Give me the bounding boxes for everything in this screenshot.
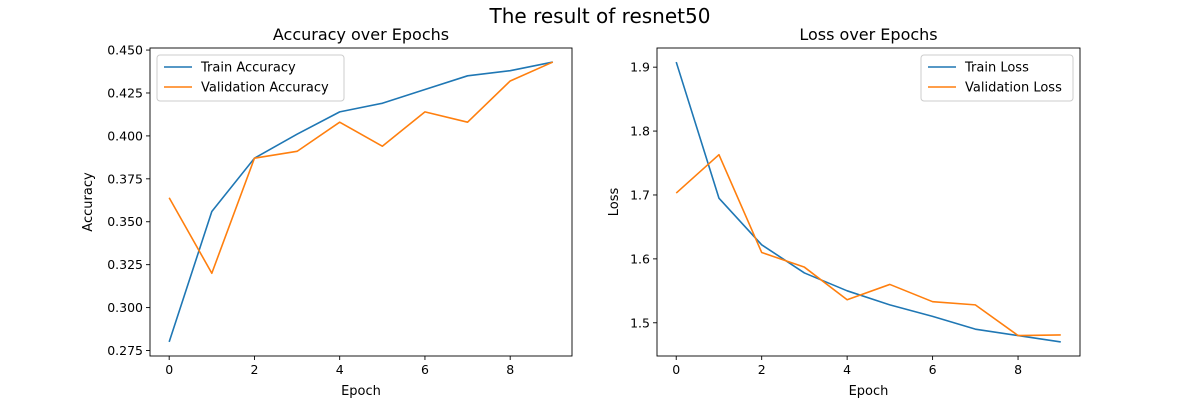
x-tick-label: 4 xyxy=(336,362,344,377)
y-tick-label: 1.9 xyxy=(630,60,650,75)
series-line xyxy=(168,61,554,275)
plot-frame xyxy=(149,47,573,357)
x-tick-label: 0 xyxy=(165,362,173,377)
x-tick-label: 0 xyxy=(672,362,680,377)
y-tick-label: 0.450 xyxy=(107,43,143,58)
y-tick-label: 0.350 xyxy=(107,214,143,229)
x-tick-label: 8 xyxy=(506,362,514,377)
y-axis-label: Loss xyxy=(607,188,622,217)
legend: Train Accuracy Validation Accuracy xyxy=(156,54,345,102)
y-tick-label: 0.400 xyxy=(107,128,143,143)
series-line xyxy=(168,61,553,343)
y-tick-label: 0.425 xyxy=(107,85,143,100)
x-axis-label: Epoch xyxy=(341,384,381,399)
x-axis-label: Epoch xyxy=(849,384,889,399)
y-tick-label: 1.8 xyxy=(630,124,650,139)
loss-plot: 0 2 4 6 8 1.5 1.6 1.7 1.8 1.9 Loss over Epochs Epoc… xyxy=(607,25,1081,399)
legend-label: Train Accuracy xyxy=(200,61,296,76)
series-line xyxy=(675,61,1061,343)
legend-box xyxy=(156,54,345,102)
legend-box xyxy=(920,54,1074,102)
x-tick-label: 6 xyxy=(929,362,937,377)
plot-title: Accuracy over Epochs xyxy=(273,25,449,44)
plot-title: Loss over Epochs xyxy=(799,25,937,44)
legend: Train Loss Validation Loss xyxy=(920,54,1074,102)
y-tick-label: 0.375 xyxy=(107,171,143,186)
figure-suptitle: The result of resnet50 xyxy=(489,4,711,28)
y-tick-label: 0.325 xyxy=(107,257,143,272)
legend-label: Validation Loss xyxy=(965,81,1062,96)
accuracy-plot: 0 2 4 6 8 0.275 0.300 0.325 0.350 0.375 0.400 0.425… xyxy=(81,25,573,399)
x-tick-label: 8 xyxy=(1014,362,1022,377)
legend-label: Train Loss xyxy=(964,61,1029,76)
y-tick-label: 1.5 xyxy=(630,315,650,330)
series-line xyxy=(675,153,1061,337)
y-tick-label: 1.7 xyxy=(630,187,650,202)
y-axis-label: Accuracy xyxy=(81,172,96,232)
y-tick-label: 1.6 xyxy=(630,251,650,266)
x-tick-label: 6 xyxy=(421,362,429,377)
y-tick-label: 0.275 xyxy=(107,343,143,358)
plot-frame xyxy=(656,47,1081,357)
x-tick-label: 4 xyxy=(843,362,851,377)
y-tick-label: 0.300 xyxy=(107,300,143,315)
x-tick-label: 2 xyxy=(758,362,766,377)
legend-label: Validation Accuracy xyxy=(201,81,329,96)
x-tick-label: 2 xyxy=(250,362,258,377)
